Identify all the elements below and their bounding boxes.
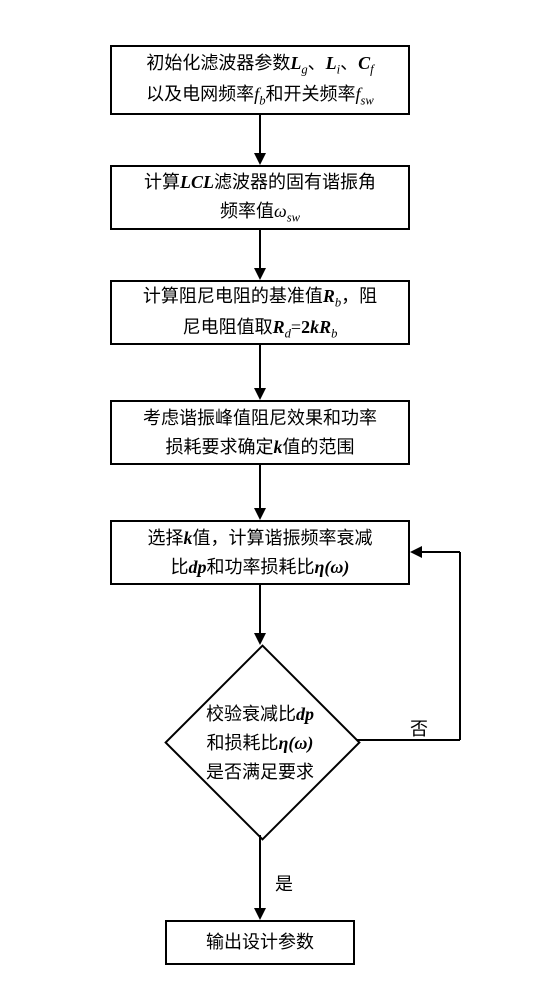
- flow-node-n3: 计算阻尼电阻的基准值Rb，阻尼电阻值取Rd=2kRb: [110, 280, 410, 345]
- edge-line: [259, 835, 261, 908]
- flow-node-n1: 初始化滤波器参数Lg、Li、Cf以及电网频率fb和开关频率fsw: [110, 45, 410, 115]
- flow-node-n5: 选择k值，计算谐振频率衰减比dp和功率损耗比η(ω): [110, 520, 410, 585]
- edge-line: [259, 345, 261, 388]
- flow-decision-text: 校验衰减比dp和损耗比η(ω)是否满足要求: [150, 700, 370, 786]
- edge-line: [259, 115, 261, 153]
- edge-line: [259, 465, 261, 508]
- edge-label-no: 否: [410, 715, 428, 741]
- edge-arrow: [254, 508, 266, 520]
- edge-line: [259, 230, 261, 268]
- flow-node-n7: 输出设计参数: [165, 920, 355, 965]
- edge-arrow: [254, 388, 266, 400]
- flow-node-n4: 考虑谐振峰值阻尼效果和功率损耗要求确定k值的范围: [110, 400, 410, 465]
- edge-arrow: [254, 908, 266, 920]
- flow-node-n2: 计算LCL滤波器的固有谐振角频率值ωsw: [110, 165, 410, 230]
- edge-arrow: [254, 153, 266, 165]
- feedback-arrow: [410, 546, 422, 558]
- edge-arrow: [254, 633, 266, 645]
- edge-label-yes: 是: [275, 870, 293, 896]
- edge-arrow: [254, 268, 266, 280]
- edge-line: [259, 585, 261, 633]
